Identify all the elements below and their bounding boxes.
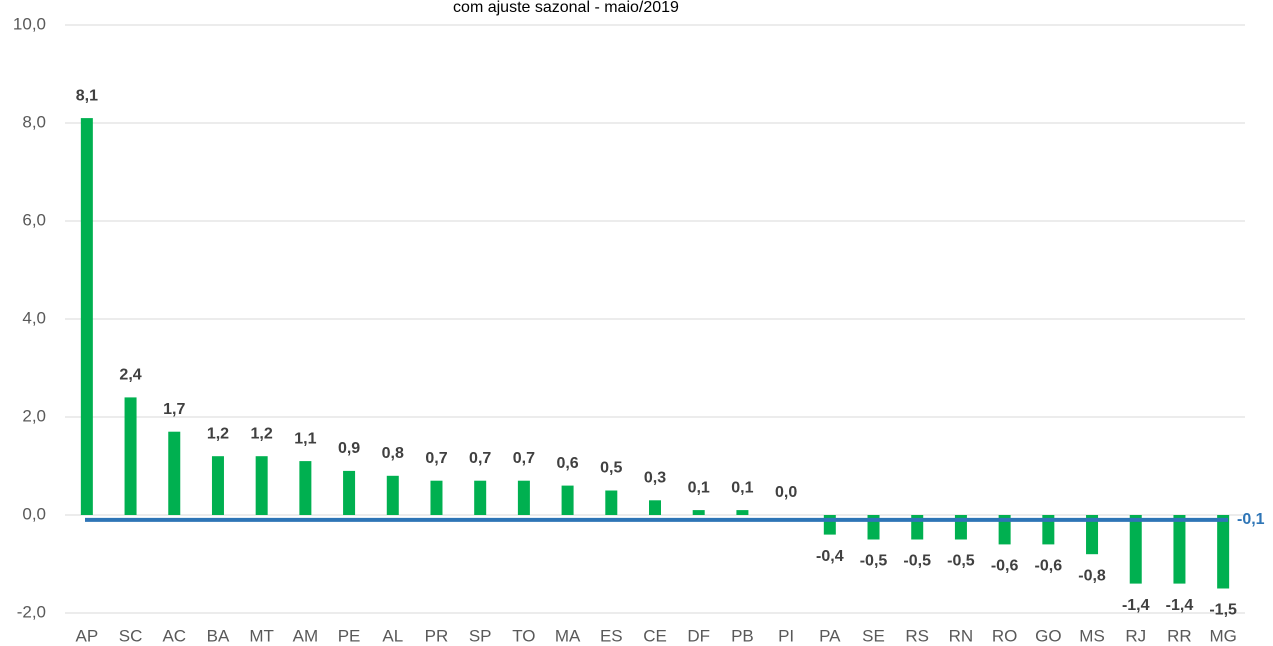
value-label: 0,9 <box>338 440 360 457</box>
bar <box>998 515 1011 545</box>
bar <box>649 500 661 515</box>
value-label: 0,7 <box>425 450 447 467</box>
value-label: 1,2 <box>251 425 273 442</box>
x-tick-label: PE <box>338 626 361 645</box>
bar <box>736 510 749 515</box>
value-label: 8,1 <box>76 87 98 104</box>
bar <box>1042 515 1055 545</box>
value-label: 0,1 <box>688 479 710 496</box>
x-tick-label: AL <box>382 626 403 645</box>
value-label: 0,1 <box>731 479 753 496</box>
x-tick-label: BA <box>207 626 230 645</box>
x-tick-label: AP <box>76 626 99 645</box>
value-label: 0,5 <box>600 460 622 477</box>
value-label: 0,6 <box>556 455 578 472</box>
bar <box>386 475 399 515</box>
bar <box>168 431 181 515</box>
value-label: 1,2 <box>207 425 229 442</box>
value-label: 0,8 <box>382 445 404 462</box>
x-tick-label: SP <box>469 626 492 645</box>
value-label: 1,1 <box>294 430 316 447</box>
x-tick-label: PR <box>425 626 449 645</box>
bar <box>517 480 530 515</box>
x-tick-label: RN <box>949 626 974 645</box>
value-label: -0,4 <box>816 548 844 565</box>
bar <box>124 397 137 515</box>
value-label: -0,6 <box>1035 558 1063 575</box>
y-tick-label: 0,0 <box>22 504 46 523</box>
y-tick-label: 4,0 <box>22 308 46 327</box>
x-tick-label: ES <box>600 626 623 645</box>
y-tick-label: 2,0 <box>22 406 46 425</box>
x-tick-label: MA <box>555 626 581 645</box>
bar <box>430 480 443 515</box>
chart-title: com ajuste sazonal - maio/2019 <box>453 0 679 16</box>
bar <box>1086 515 1099 555</box>
x-tick-label: AC <box>162 626 186 645</box>
x-tick-label: RS <box>905 626 929 645</box>
x-tick-label: SE <box>862 626 885 645</box>
value-label: 0,0 <box>775 484 797 501</box>
x-tick-label: RR <box>1167 626 1192 645</box>
bar <box>1173 515 1186 584</box>
x-tick-label: TO <box>512 626 535 645</box>
value-label: -0,5 <box>947 553 975 570</box>
y-tick-label: 10,0 <box>13 14 46 33</box>
x-tick-label: DF <box>687 626 710 645</box>
bar <box>211 456 224 515</box>
value-label: -0,6 <box>991 558 1019 575</box>
x-tick-label: GO <box>1035 626 1061 645</box>
value-label: 2,4 <box>119 367 141 384</box>
value-label: -1,5 <box>1209 602 1237 619</box>
x-tick-label: RJ <box>1125 626 1146 645</box>
y-tick-label: 8,0 <box>22 112 46 131</box>
x-tick-label: PA <box>819 626 841 645</box>
reference-label: -0,1 <box>1237 511 1265 528</box>
bar <box>299 461 312 515</box>
x-tick-label: MG <box>1209 626 1236 645</box>
y-tick-label: 6,0 <box>22 210 46 229</box>
x-tick-label: CE <box>643 626 667 645</box>
x-tick-label: PI <box>778 626 794 645</box>
value-label: 0,3 <box>644 470 666 487</box>
value-label: -0,8 <box>1078 567 1106 584</box>
x-tick-label: AM <box>293 626 319 645</box>
bar <box>80 118 93 515</box>
value-label: -1,4 <box>1122 597 1150 614</box>
x-tick-label: MT <box>249 626 274 645</box>
value-label: -1,4 <box>1166 597 1194 614</box>
bar <box>474 480 487 515</box>
value-label: 1,7 <box>163 401 185 418</box>
x-tick-label: SC <box>119 626 143 645</box>
bar <box>1129 515 1142 584</box>
y-tick-label: -2,0 <box>17 602 46 621</box>
value-label: -0,5 <box>860 553 888 570</box>
bar <box>255 456 268 515</box>
x-tick-label: PB <box>731 626 754 645</box>
value-label: -0,5 <box>903 553 931 570</box>
x-tick-label: RO <box>992 626 1018 645</box>
value-label: 0,7 <box>469 450 491 467</box>
bar <box>343 470 356 515</box>
bar <box>561 485 574 515</box>
bar <box>1217 515 1230 589</box>
bar <box>692 510 705 515</box>
value-label: 0,7 <box>513 450 535 467</box>
bar <box>605 490 618 515</box>
x-tick-label: MS <box>1079 626 1105 645</box>
